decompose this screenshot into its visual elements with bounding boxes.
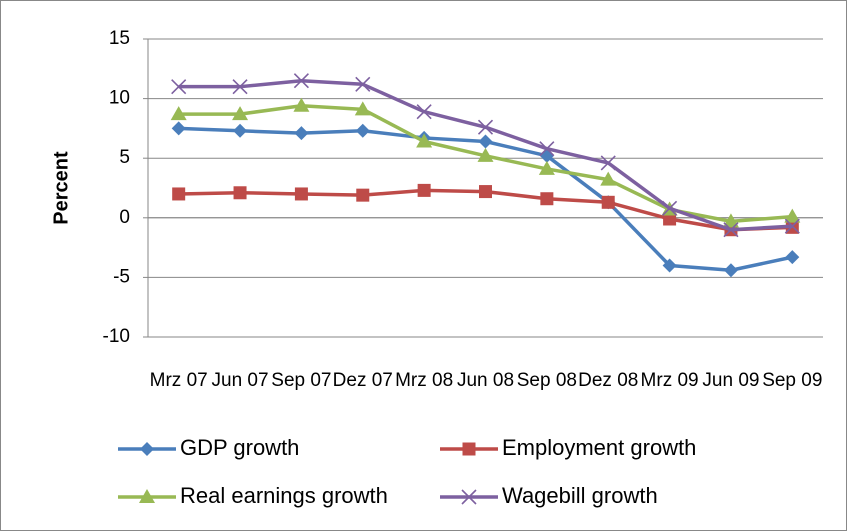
marker	[232, 106, 249, 121]
marker	[477, 119, 494, 135]
marker	[600, 155, 616, 171]
x-tick-label: Mrz 08	[395, 370, 453, 391]
x-tick-label: Jun 08	[457, 370, 514, 391]
marker	[540, 192, 554, 206]
marker	[538, 160, 555, 175]
y-axis-label: Percent	[50, 151, 72, 225]
legend-label: Employment growth	[502, 435, 696, 460]
marker	[294, 126, 309, 141]
marker	[417, 183, 431, 197]
x-tick-label: Sep 08	[517, 370, 577, 391]
y-tick-label: 0	[119, 207, 130, 228]
y-tick-label: 5	[119, 147, 130, 168]
marker	[355, 76, 371, 92]
x-tick-label: Jun 07	[212, 370, 269, 391]
x-tick-label: Jun 09	[702, 370, 759, 391]
marker	[233, 123, 248, 138]
marker	[172, 187, 186, 201]
marker	[478, 134, 493, 149]
marker	[232, 79, 248, 95]
x-tick-label: Sep 09	[762, 370, 822, 391]
marker	[723, 222, 739, 238]
x-tick-label: Sep 07	[271, 370, 331, 391]
marker	[355, 123, 370, 138]
marker	[139, 489, 155, 503]
marker	[662, 200, 678, 216]
marker	[356, 188, 370, 202]
marker	[294, 187, 308, 201]
x-tick-label: Mrz 07	[150, 370, 208, 391]
y-tick-label: -10	[103, 326, 130, 347]
legend-label: Wagebill growth	[502, 483, 658, 508]
marker	[171, 121, 186, 136]
marker	[293, 97, 310, 112]
legend-label: GDP growth	[180, 435, 299, 460]
marker	[601, 195, 615, 209]
marker	[171, 79, 187, 95]
marker	[663, 212, 677, 226]
marker	[784, 208, 801, 223]
marker	[784, 218, 800, 234]
marker	[539, 141, 555, 157]
marker	[354, 101, 371, 116]
marker	[462, 442, 476, 456]
y-tick-label: 15	[109, 28, 130, 49]
marker	[233, 186, 247, 200]
marker	[140, 442, 154, 456]
marker	[722, 213, 739, 228]
x-tick-label: Dez 07	[333, 370, 393, 391]
marker	[461, 489, 477, 505]
marker	[662, 258, 677, 273]
y-tick-label: -5	[113, 266, 130, 287]
legend: GDP growth Employment growth Real earnings…	[118, 435, 696, 508]
marker	[479, 185, 492, 199]
x-tick-label: Dez 08	[578, 370, 638, 391]
marker	[416, 133, 433, 148]
marker	[785, 250, 800, 265]
marker	[416, 104, 432, 120]
marker	[477, 147, 494, 162]
x-tick-label: Mrz 09	[641, 370, 699, 391]
marker	[170, 106, 187, 121]
y-tick-label: 10	[109, 88, 130, 109]
marker	[600, 171, 617, 186]
marker	[293, 73, 309, 89]
legend-label: Real earnings growth	[180, 483, 388, 508]
marker	[723, 263, 738, 278]
